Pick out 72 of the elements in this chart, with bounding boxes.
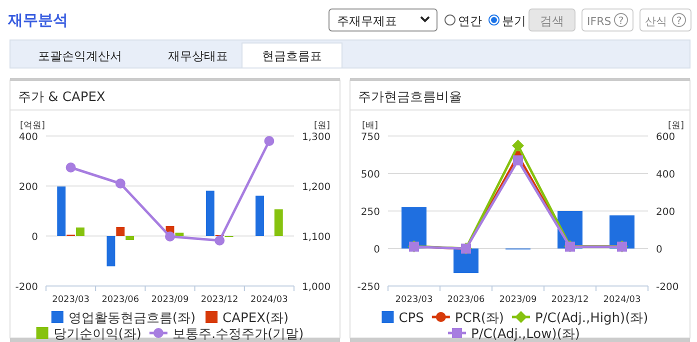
bar [274, 209, 283, 236]
x-tick-label: 2023/12 [551, 295, 589, 305]
bar [116, 227, 125, 236]
y-tick-label: 0 [374, 244, 380, 256]
point [165, 232, 175, 242]
y-axis-title: [억원] [20, 121, 46, 131]
y-tick-label: 400 [18, 132, 38, 143]
text: ? [618, 16, 624, 27]
legend-label: P/C(Adj.,High)(좌) [535, 311, 648, 326]
text: 주재무제표 [337, 14, 397, 28]
bar [402, 207, 426, 248]
text: 산식 [645, 15, 667, 28]
y2-tick-label: 400 [656, 170, 676, 180]
point [115, 178, 126, 188]
text: 현금흐름표 [262, 49, 322, 63]
y2-tick-label: 1,200 [302, 182, 331, 193]
y-tick-label: 750 [360, 132, 380, 143]
legend-label: 당기순이익(좌) [53, 327, 142, 342]
point [513, 155, 523, 166]
x-tick-label: 2023/12 [200, 295, 238, 305]
text: 분기 [502, 14, 526, 28]
y2-tick-label: 200 [656, 207, 676, 218]
y2-axis-title: [원] [314, 121, 330, 131]
y2-tick-label: 1,100 [302, 232, 331, 243]
y-axis-title: [배] [362, 121, 378, 131]
y2-tick-label: 0 [656, 244, 662, 256]
bar [106, 236, 116, 266]
legend-label: CPS [398, 311, 424, 326]
chart-title: 주가현금흐름비율 [358, 90, 462, 105]
y2-tick-label: -200 [656, 282, 679, 293]
point [512, 140, 524, 152]
legend-label: 영업활동현금흐름(좌) [68, 311, 196, 326]
text: 재무상태표 [168, 49, 228, 63]
x-tick-label: 2023/06 [102, 295, 140, 305]
x-tick-label: 2023/06 [447, 295, 485, 305]
legend-label: P/C(Adj.,Low)(좌) [471, 327, 580, 342]
y2-tick-label: 600 [656, 132, 676, 143]
y2-tick-label: 1,300 [302, 132, 331, 143]
bar [175, 232, 184, 236]
legend-label: 보통주.수정주가(기말) [172, 327, 304, 342]
text: 연간 [458, 14, 482, 28]
legend-label: CAPEX(좌) [222, 311, 289, 326]
legend-label: PCR(좌) [454, 311, 504, 326]
point [66, 162, 76, 172]
x-tick-label: 2023/09 [151, 295, 189, 305]
y-tick-label: 0 [32, 232, 38, 243]
bar [126, 236, 134, 240]
bar [206, 190, 214, 236]
x-tick-label: 2024/03 [250, 295, 288, 305]
point [264, 136, 274, 146]
x-tick-label: 2023/03 [52, 295, 90, 305]
x-tick-label: 2023/09 [499, 295, 537, 305]
bar [76, 228, 84, 236]
y-tick-label: 500 [360, 170, 380, 180]
y-tick-label: -250 [357, 282, 380, 293]
text: ? [676, 16, 682, 27]
x-tick-label: 2024/03 [603, 295, 641, 305]
chart-title: 주가 & CAPEX [18, 90, 106, 105]
y-tick-label: 200 [18, 182, 38, 193]
bar [57, 186, 66, 236]
bar [454, 248, 478, 274]
y-tick-label: -200 [15, 282, 38, 293]
text: 포괄손익계산서 [38, 49, 122, 63]
y-tick-label: 250 [360, 207, 380, 218]
text: IFRS [587, 15, 612, 28]
text: 재무분석 [7, 11, 68, 29]
y2-axis-title: [원] [668, 121, 684, 131]
bar [256, 196, 264, 236]
x-tick-label: 2023/03 [395, 295, 433, 305]
text: 검색 [540, 14, 564, 28]
y2-tick-label: 1,000 [302, 282, 331, 293]
point [214, 236, 225, 246]
